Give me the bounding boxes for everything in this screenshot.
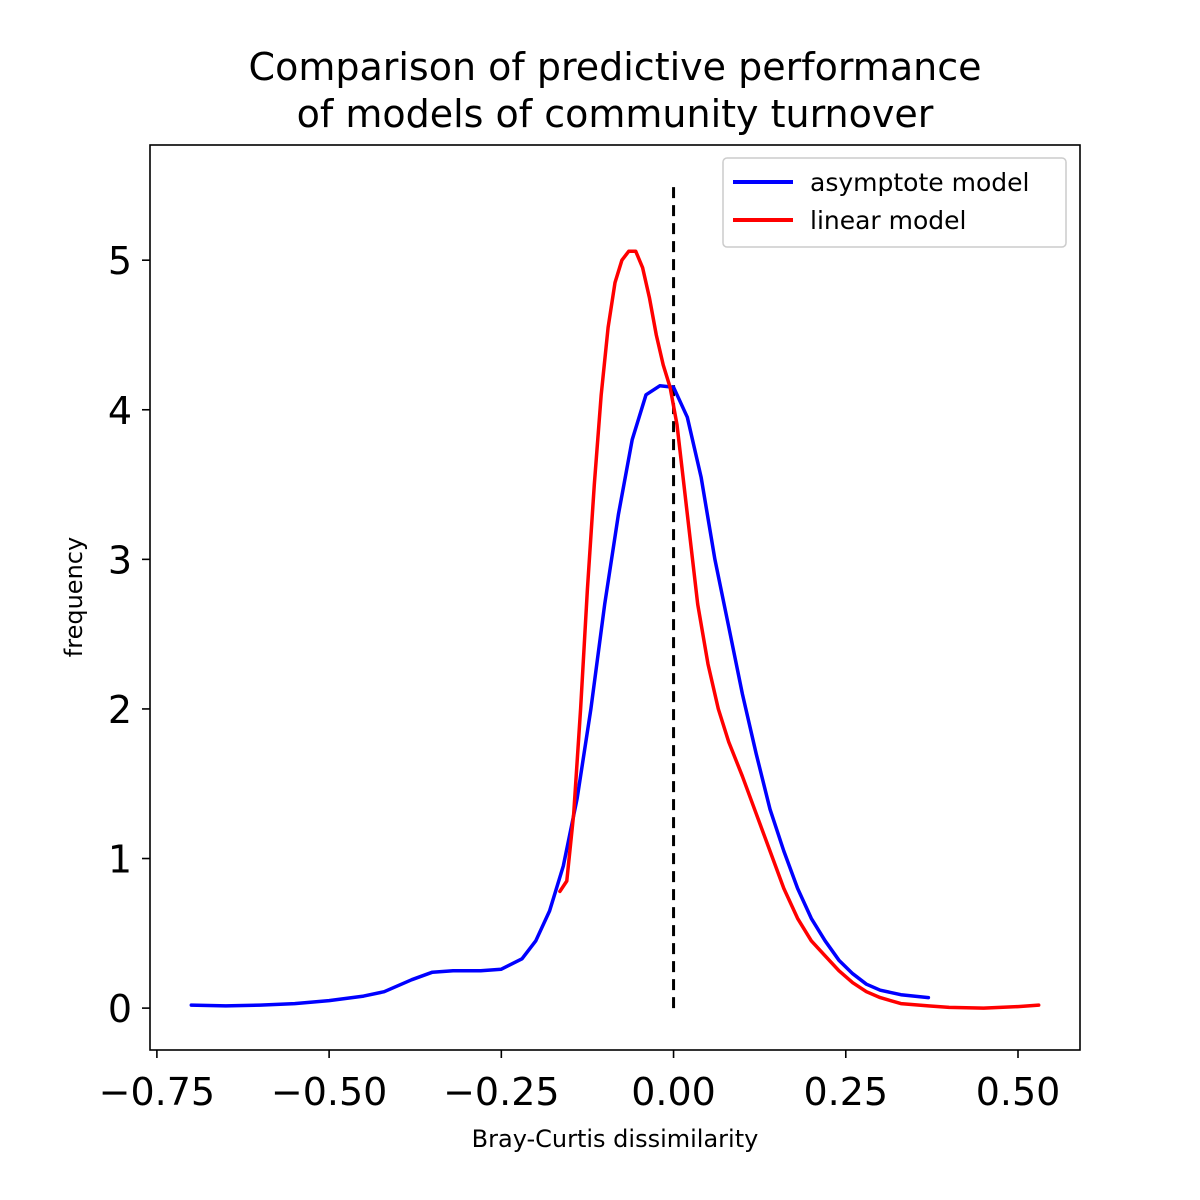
axes-frame	[149, 144, 1081, 1051]
x-axis-label: Bray-Curtis dissimilarity	[472, 1125, 759, 1153]
x-tick-label: −0.25	[443, 1070, 559, 1114]
series-line-linear-model	[558, 249, 1041, 1010]
y-tick-label: 0	[108, 987, 132, 1031]
x-tick-label: 0.00	[631, 1070, 716, 1114]
x-tick-label: −0.75	[99, 1070, 215, 1114]
chart-title-line-2: of models of community turnover	[297, 92, 934, 136]
y-tick-label: 3	[108, 538, 132, 582]
y-tick-label: 4	[108, 389, 132, 433]
y-tick-label: 1	[108, 838, 132, 882]
legend-label-linear-model: linear model	[810, 206, 967, 235]
y-tick-label: 5	[108, 239, 132, 283]
x-tick-label: 0.25	[803, 1070, 888, 1114]
chart-title-line-1: Comparison of predictive performance	[249, 45, 982, 89]
x-tick-label: −0.50	[271, 1070, 387, 1114]
y-axis-label: frequency	[60, 537, 88, 657]
legend-box	[722, 157, 1067, 248]
legend-label-asymptote-model: asymptote model	[810, 168, 1029, 197]
x-tick-label: 0.50	[976, 1070, 1061, 1114]
legend: asymptote model linear model	[722, 157, 1067, 248]
series-line-asymptote-model	[189, 384, 931, 1008]
plot-area: −0.75 −0.50 −0.25 0.00 0.25 0.50 0 1 2 3 4 5	[99, 144, 1081, 1114]
y-tick-label: 2	[108, 688, 132, 732]
